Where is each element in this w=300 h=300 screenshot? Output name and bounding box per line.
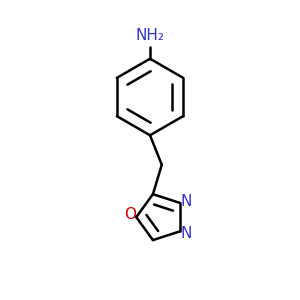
Text: O: O	[124, 207, 136, 222]
Text: N: N	[181, 194, 192, 209]
Text: N: N	[181, 226, 192, 241]
Text: NH₂: NH₂	[136, 28, 164, 43]
